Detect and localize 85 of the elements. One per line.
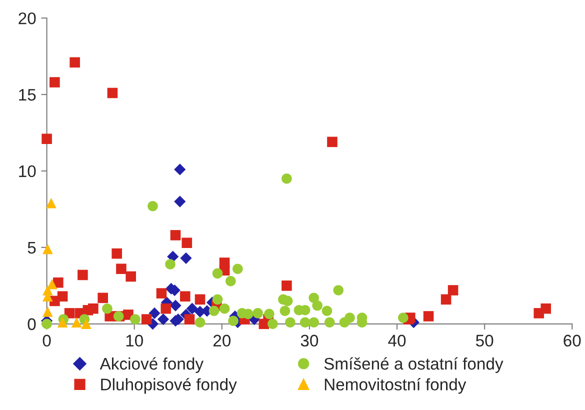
- point: [312, 300, 322, 311]
- point: [184, 314, 195, 324]
- point: [50, 77, 60, 88]
- point: [57, 317, 68, 328]
- point: [264, 308, 274, 320]
- point: [252, 308, 263, 318]
- point: [333, 285, 344, 296]
- point: [102, 303, 112, 314]
- point: [327, 136, 338, 148]
- point: [243, 308, 254, 320]
- point: [112, 248, 122, 259]
- point: [130, 314, 140, 324]
- x-tick-label: 40: [388, 334, 406, 347]
- point: [148, 200, 158, 212]
- point: [423, 311, 434, 322]
- point: [174, 164, 186, 176]
- point: [398, 312, 408, 323]
- legend-label: Dluhopisové fondy: [101, 378, 237, 394]
- point: [194, 294, 206, 305]
- point: [440, 294, 452, 305]
- legend-label: Akciové fondy: [100, 357, 204, 373]
- point: [186, 302, 198, 314]
- point: [167, 250, 179, 262]
- point: [282, 280, 292, 291]
- point: [180, 291, 190, 302]
- point: [170, 230, 181, 240]
- point: [300, 317, 310, 328]
- point: [42, 134, 52, 144]
- legend-label: Nemovitostní fondy: [324, 378, 466, 394]
- point: [126, 271, 136, 282]
- point: [280, 306, 290, 316]
- point: [180, 252, 192, 264]
- point: [285, 317, 296, 328]
- point: [42, 306, 53, 317]
- point: [116, 264, 126, 274]
- point: [282, 296, 293, 306]
- y-tick-label: 10: [19, 165, 36, 178]
- point: [42, 244, 53, 254]
- point: [157, 314, 170, 326]
- point: [46, 198, 56, 208]
- x-tick-label: 50: [476, 334, 494, 347]
- point: [308, 317, 319, 328]
- x-tick-label: 60: [564, 334, 581, 347]
- x-tick-label: 0: [42, 334, 51, 347]
- y-tick-label: 5: [28, 242, 36, 254]
- point: [194, 317, 206, 328]
- y-tick-label: 20: [18, 12, 36, 24]
- point: [448, 285, 458, 296]
- point: [156, 288, 167, 298]
- point: [71, 317, 82, 328]
- point: [88, 303, 98, 314]
- point: [226, 276, 236, 286]
- point: [182, 238, 192, 248]
- y-tick-label: 0: [28, 318, 36, 330]
- point: [174, 196, 186, 208]
- point: [208, 306, 220, 316]
- point: [219, 303, 230, 314]
- point: [324, 317, 335, 328]
- point: [148, 307, 160, 320]
- point: [282, 173, 292, 184]
- point: [70, 57, 80, 68]
- point: [232, 264, 243, 274]
- point: [46, 278, 58, 290]
- y-tick-label: 15: [19, 89, 36, 101]
- point: [268, 318, 278, 330]
- point: [322, 306, 332, 316]
- point: [258, 318, 270, 330]
- legend-label: Smíšené a ostatní fondy: [324, 357, 504, 373]
- point: [160, 303, 172, 314]
- point: [540, 303, 552, 314]
- x-tick-label: 20: [213, 334, 231, 347]
- point: [339, 317, 350, 328]
- point: [170, 300, 182, 312]
- point: [165, 259, 176, 270]
- point: [57, 291, 68, 302]
- point: [78, 270, 88, 280]
- point: [98, 292, 108, 304]
- point: [228, 316, 238, 326]
- x-tick-label: 30: [300, 334, 318, 347]
- point: [212, 268, 223, 279]
- point: [107, 88, 118, 98]
- x-tick-label: 10: [126, 334, 143, 347]
- point: [212, 294, 223, 305]
- point: [141, 314, 152, 324]
- point: [81, 318, 92, 330]
